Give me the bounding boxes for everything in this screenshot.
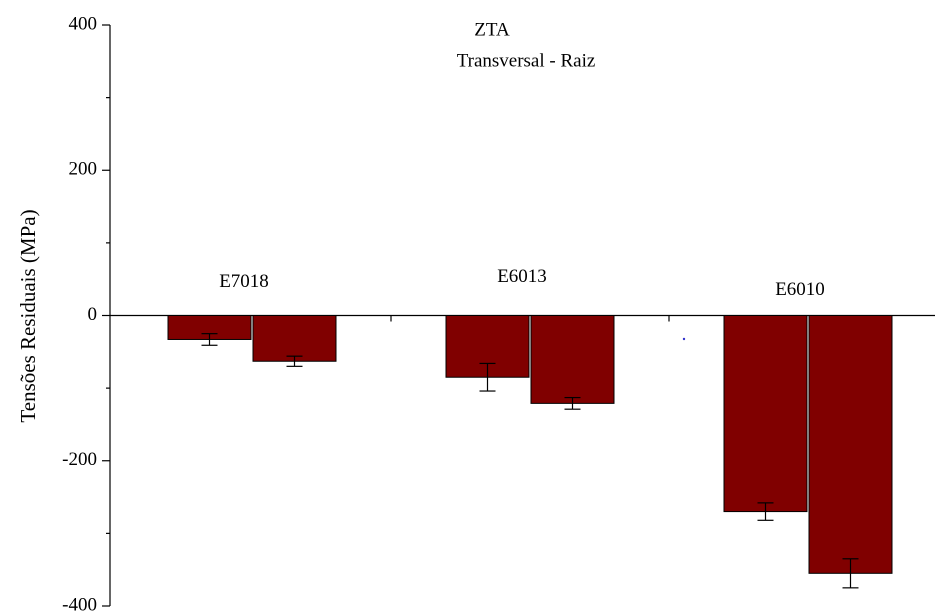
chart-subtitle: Transversal - Raiz — [457, 50, 596, 71]
category-label: E6013 — [497, 266, 547, 287]
y-tick-label: -400 — [62, 594, 97, 615]
y-axis-label: Tensões Residuais (MPa) — [16, 209, 40, 422]
chart-title: ZTA — [474, 19, 510, 40]
y-tick-label: 0 — [88, 304, 98, 325]
category-label: E7018 — [219, 271, 269, 292]
category-label: E6010 — [775, 279, 825, 300]
bar — [252, 315, 337, 362]
y-tick-label: 400 — [69, 13, 98, 34]
bar — [723, 315, 808, 513]
stray-dot — [682, 337, 686, 341]
y-tick-label: 200 — [69, 159, 98, 180]
bar — [808, 315, 893, 574]
y-tick-label: -200 — [62, 449, 97, 470]
bar — [530, 315, 615, 404]
